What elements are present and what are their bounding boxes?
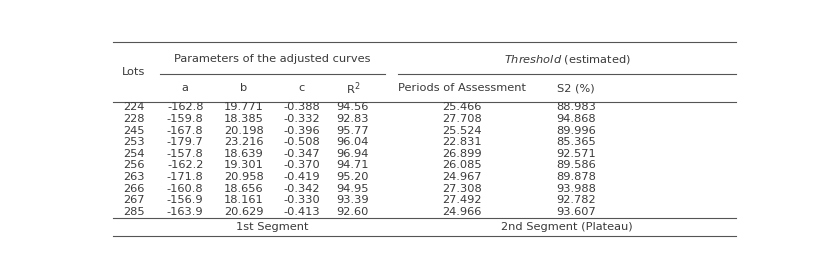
Text: 2nd Segment (Plateau): 2nd Segment (Plateau) [501,222,633,232]
Text: 266: 266 [123,184,144,194]
Text: 95.77: 95.77 [336,126,368,136]
Text: -0.419: -0.419 [283,172,320,182]
Text: -0.347: -0.347 [283,149,320,159]
Text: 256: 256 [123,161,144,171]
Text: 92.782: 92.782 [556,195,595,205]
Text: 92.60: 92.60 [336,207,368,217]
Text: 89.586: 89.586 [556,161,595,171]
Text: 24.967: 24.967 [442,172,481,182]
Text: -0.413: -0.413 [283,207,320,217]
Text: 95.20: 95.20 [336,172,368,182]
Text: -160.8: -160.8 [166,184,204,194]
Text: -0.332: -0.332 [283,114,320,124]
Text: $\it{Threshold}$ (estimated): $\it{Threshold}$ (estimated) [503,53,630,66]
Text: -162.8: -162.8 [166,102,203,112]
Text: S2 (%): S2 (%) [556,83,594,93]
Text: 253: 253 [123,137,144,147]
Text: 254: 254 [123,149,144,159]
Text: 263: 263 [123,172,144,182]
Text: -163.9: -163.9 [166,207,204,217]
Text: 93.988: 93.988 [556,184,595,194]
Text: 19.771: 19.771 [224,102,263,112]
Text: a: a [181,83,189,93]
Text: 92.83: 92.83 [336,114,368,124]
Text: -0.370: -0.370 [283,161,320,171]
Text: -171.8: -171.8 [166,172,204,182]
Text: 94.56: 94.56 [336,102,368,112]
Text: -156.9: -156.9 [166,195,204,205]
Text: Lots: Lots [122,67,146,77]
Text: 18.385: 18.385 [224,114,263,124]
Text: 88.983: 88.983 [556,102,595,112]
Text: Parameters of the adjusted curves: Parameters of the adjusted curves [174,54,370,64]
Text: 19.301: 19.301 [224,161,263,171]
Text: 224: 224 [123,102,144,112]
Text: 85.365: 85.365 [556,137,595,147]
Text: 18.656: 18.656 [224,184,263,194]
Text: 20.198: 20.198 [224,126,263,136]
Text: -159.8: -159.8 [166,114,204,124]
Text: -0.342: -0.342 [283,184,320,194]
Text: 26.899: 26.899 [442,149,481,159]
Text: -0.388: -0.388 [283,102,320,112]
Text: -0.508: -0.508 [283,137,320,147]
Text: -0.396: -0.396 [283,126,320,136]
Text: 22.831: 22.831 [442,137,481,147]
Text: 26.085: 26.085 [442,161,481,171]
Text: 94.868: 94.868 [556,114,595,124]
Text: 245: 245 [123,126,144,136]
Text: 96.04: 96.04 [336,137,368,147]
Text: 92.571: 92.571 [556,149,595,159]
Text: R$^2$: R$^2$ [345,80,359,97]
Text: 20.629: 20.629 [224,207,263,217]
Text: 18.639: 18.639 [224,149,263,159]
Text: 89.996: 89.996 [556,126,595,136]
Text: 27.308: 27.308 [441,184,481,194]
Text: 27.708: 27.708 [441,114,481,124]
Text: -179.7: -179.7 [166,137,204,147]
Text: -167.8: -167.8 [166,126,204,136]
Text: 228: 228 [123,114,144,124]
Text: 267: 267 [123,195,144,205]
Text: 1st Segment: 1st Segment [236,222,309,232]
Text: 25.524: 25.524 [442,126,481,136]
Text: 20.958: 20.958 [224,172,263,182]
Text: Periods of Assessment: Periods of Assessment [397,83,526,93]
Text: c: c [298,83,304,93]
Text: 96.94: 96.94 [336,149,368,159]
Text: 25.466: 25.466 [442,102,481,112]
Text: 89.878: 89.878 [556,172,595,182]
Text: 94.95: 94.95 [336,184,368,194]
Text: b: b [240,83,247,93]
Text: 94.71: 94.71 [336,161,368,171]
Text: 27.492: 27.492 [442,195,481,205]
Text: 285: 285 [123,207,144,217]
Text: -162.2: -162.2 [166,161,203,171]
Text: 23.216: 23.216 [224,137,263,147]
Text: 93.39: 93.39 [336,195,368,205]
Text: 24.966: 24.966 [442,207,481,217]
Text: 18.161: 18.161 [224,195,263,205]
Text: -157.8: -157.8 [166,149,204,159]
Text: -0.330: -0.330 [283,195,320,205]
Text: 93.607: 93.607 [556,207,595,217]
